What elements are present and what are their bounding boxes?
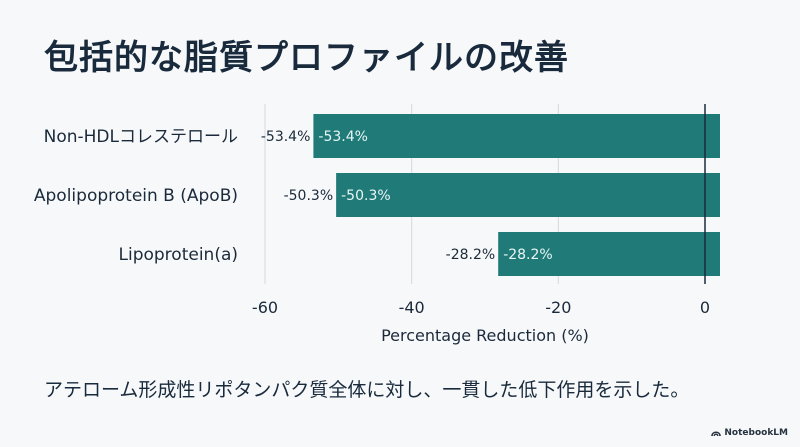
brand-label: NotebookLM	[724, 428, 788, 438]
x-tick-label: 0	[700, 298, 710, 317]
slide-caption: アテローム形成性リポタンパク質全体に対し、一貫した低下作用を示した。	[44, 379, 690, 401]
x-axis-title: Percentage Reduction (%)	[381, 326, 589, 345]
value-label-outside: -50.3%	[284, 188, 334, 204]
brand-mark: NotebookLM	[711, 428, 788, 438]
bar	[313, 114, 720, 158]
x-tick-label: -20	[545, 298, 571, 317]
x-tick-label: -60	[252, 298, 278, 317]
bar	[336, 173, 720, 217]
labels: -60 -40 -20 0 Percentage Reduction (%) Non-HD…	[34, 127, 710, 345]
value-label-outside: -28.2%	[446, 247, 496, 263]
slide-title: 包括的な脂質プロファイルの改善	[44, 38, 569, 78]
bar	[498, 232, 720, 276]
notebooklm-logo-icon	[711, 431, 722, 437]
bars	[313, 114, 720, 276]
value-label-outside: -53.4%	[261, 129, 311, 145]
value-label-inside: -28.2%	[503, 247, 553, 263]
category-label: Lipoprotein(a)	[119, 245, 239, 265]
category-label: Non-HDLコレステロール	[44, 127, 238, 147]
category-label: Apolipoprotein B (ApoB)	[34, 186, 238, 206]
value-label-inside: -50.3%	[341, 188, 391, 204]
value-label-inside: -53.4%	[318, 129, 368, 145]
x-tick-label: -40	[399, 298, 425, 317]
